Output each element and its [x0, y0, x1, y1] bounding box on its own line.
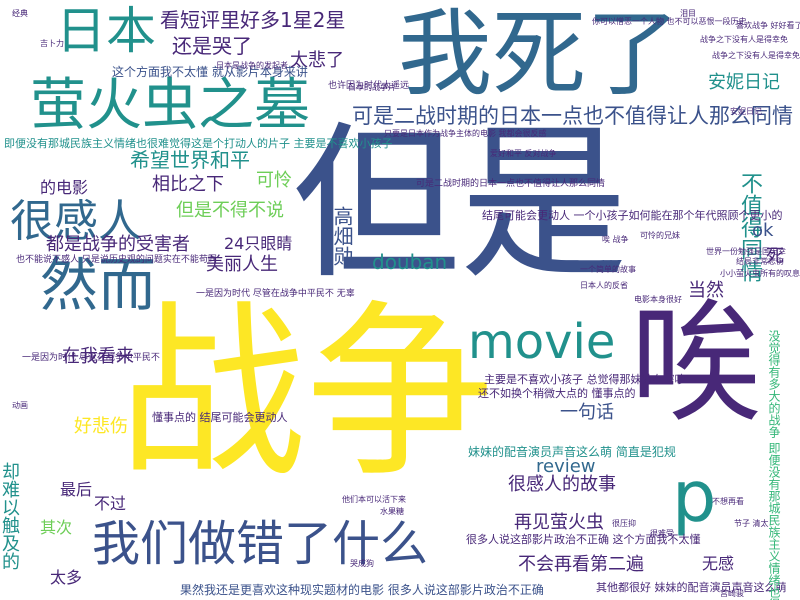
word-anniriji: 安妮日记	[708, 72, 780, 93]
word-haiburu: 还不如换个稍微大点的 懂事点的	[478, 387, 636, 400]
word-jiandan: 一个简单的故事	[580, 265, 636, 274]
word-zhiyaoshi: 只要是日本作为战争主体的电影 我都会很反感	[384, 129, 547, 138]
word-zhegefangmian: 这个方面我不太懂 就从影片本身来讲	[112, 65, 308, 79]
word-aizhan: 唉 战争	[602, 235, 629, 244]
word-danshibude: 但是不得不说	[176, 200, 284, 221]
word-taiduo: 太多	[50, 568, 83, 587]
word-wugan: 无感	[702, 554, 735, 573]
word-movie: movie	[468, 314, 616, 370]
word-zuihou: 最后	[60, 480, 93, 499]
word-yayi: 很压抑	[612, 519, 636, 528]
word-24zhi: 24只眼睛	[224, 234, 293, 253]
word-yexu: 也许因为时代太遥远	[328, 81, 410, 91]
word-benshen: 电影本身很好	[634, 295, 682, 304]
word-dushizhanzheng: 都是战争的受害者	[46, 234, 190, 255]
word-ok: ok	[752, 220, 774, 241]
word-zhanzhengzhixia: 战争之下没有人是得幸免	[712, 51, 800, 60]
word-yinghuochongzhimu: 萤火虫之墓	[30, 73, 310, 138]
word-qitadouhenhao: 其他都很好 妹妹的配音演员声音这么萌	[596, 581, 787, 594]
word-qici: 其次	[40, 518, 73, 537]
word-yebunengshuo: 也不能说不感人 只是说历史观的问题实在不能苟同	[16, 255, 217, 265]
word-guoran: 果然我还是更喜欢这种现实题材的电影 很多人说这部影片政治不正确	[180, 583, 544, 597]
word-jiezi: 节子 清太	[734, 519, 769, 528]
word-aihao: 爱好和平 反对战争	[490, 149, 557, 158]
word-meimeipeiyin: 妹妹的配音演员声音这么萌 简直是犯规	[468, 445, 676, 459]
word-haobeishang: 好悲伤	[74, 416, 128, 437]
word-buguo: 不过	[94, 494, 127, 513]
word-donghua: 动画	[12, 401, 28, 410]
word-yishiyinwei: 一是因为时代 尽管在战争中平民不 无辜	[196, 289, 355, 299]
word-zhanzhengzhixia2: 战争之下没有人是得幸免	[700, 35, 788, 44]
word-keshier: 可是二战时期的日本一点也不值得让人那么同情	[416, 179, 606, 189]
word-review: review	[536, 456, 596, 477]
word-zhuyaoshi: 主要是不喜欢小孩子 总觉得那妹妹在瞎吵	[484, 373, 686, 386]
word-meilirensheng: 美丽人生	[206, 254, 278, 275]
word-zaiwokanlai: 在我看来	[62, 346, 134, 367]
word-yishiyinwei2: 一是因为时代 尽管在战争中平民不	[22, 353, 160, 363]
word-quenanyi: 却难以触及的	[0, 462, 20, 570]
word-danshi: 但是	[292, 106, 628, 302]
word-kucheng: 哭成狗	[350, 559, 374, 568]
word-kelian: 可怜	[256, 170, 292, 191]
word-hengandren: 很感人	[10, 196, 142, 247]
word-gongqijun: 宫崎骏	[720, 589, 744, 598]
word-fanxing: 日本人的反省	[580, 281, 628, 290]
word-douban: douban	[372, 250, 448, 274]
word-ribendezhan: 日本的战争片	[348, 83, 396, 92]
word-meijuede: 没觉得有多大的战争 即便没有那城民族主义情绪也很难觉得这是个打动人的片子	[767, 330, 781, 600]
word-xiwang: 希望世界和平	[130, 148, 250, 172]
word-shuiguotang: 水果糖	[380, 507, 404, 516]
word-keshi: 可是二战时期的日本一点也不值得让人那么同情	[352, 104, 793, 128]
word-nikeyi: 你可以憎恶一个人物 也不可以恶恨一段历史	[592, 17, 747, 26]
word-si: 死	[766, 246, 784, 267]
word-dangran: 当然	[688, 280, 724, 301]
word-yijuhua: 一句话	[560, 402, 614, 423]
word-ai: 唉	[630, 287, 762, 441]
word-buhuizaikan: 不会再看第二遍	[518, 554, 644, 575]
word-riben: 日本	[56, 2, 156, 60]
word-kelian2: 可怜的兄妹	[640, 231, 680, 240]
word-raner: 然而	[40, 251, 157, 319]
word-taibeile: 太悲了	[290, 50, 344, 71]
word-xihuan: 喜欢战争 好好看了	[736, 21, 800, 30]
word-wosile: 我死了	[398, 0, 681, 109]
word-p: p	[672, 456, 717, 538]
word-anniriji2: 安妮日记	[730, 107, 762, 116]
word-buxiang: 不想再看	[712, 497, 744, 506]
word-xiaoxiao: 小小萤火虫所有的叹息	[720, 269, 800, 278]
word-xiangbi: 相比之下	[152, 174, 224, 195]
word-tamen: 他们本可以活下来	[342, 495, 406, 504]
word-jibianmeiyou: 即便没有那城民族主义情绪也很难觉得这是个打动人的片子 主要是不喜欢小孩子	[4, 137, 393, 150]
word-ribenshi: 日本是战争的发起者	[216, 61, 288, 70]
word-shijie: 世界一份勉强是国无幸	[706, 247, 786, 256]
word-dongshidian: 懂事点的 结尾可能会更动人	[152, 411, 288, 424]
word-zhanzheng: 战争	[118, 284, 494, 503]
word-zaijian: 再见萤火虫	[514, 512, 604, 533]
word-hengandrendegushi: 很感人的故事	[508, 474, 616, 495]
word-gaotaxun: 高畑勋	[330, 206, 354, 266]
word-kanduanping: 看短评里好多1星2星	[160, 8, 346, 32]
word-haishikule: 还是哭了	[172, 34, 252, 58]
word-jibuli: 吉卜力	[40, 39, 64, 48]
word-leimu: 泪目	[680, 9, 696, 18]
word-dedianying: 的电影	[40, 178, 89, 197]
word-buzhidetongqing: 不值得同情	[737, 172, 762, 282]
word-jiewei: 结尾可能会更动人 一个小孩子如何能在那个年代照顾个更小的	[482, 209, 783, 222]
word-womenzuocuo: 我们做错了什么	[92, 516, 429, 572]
word-henduorenshuo: 很多人说这部影片政治不正确 这个方面我不太懂	[466, 533, 701, 546]
word-jieju: 结局非常悲伤	[736, 257, 784, 266]
word-nanshou: 很难受	[650, 529, 674, 538]
word-jingdian: 经典	[12, 9, 28, 18]
